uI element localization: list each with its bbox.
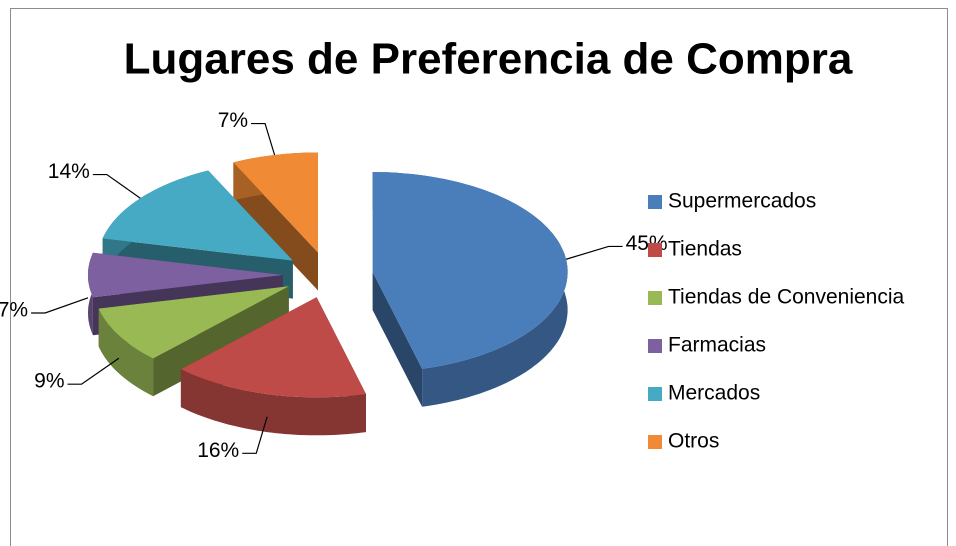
slice-wall (180, 369, 366, 436)
slice-top (180, 297, 366, 398)
legend-label: Farmacias (668, 334, 766, 357)
legend-swatch (648, 195, 662, 209)
leader-line (251, 122, 276, 156)
slice-top (233, 152, 318, 253)
legend-label: Tiendas de Conveniencia (668, 286, 905, 309)
leader-line (565, 245, 623, 260)
data-label: 7% (0, 299, 28, 322)
slice-top (98, 286, 289, 359)
leader-line (242, 416, 268, 454)
leader-line (67, 357, 120, 385)
legend-swatch (648, 339, 662, 353)
leader-line (92, 173, 141, 199)
legend-label: Mercados (668, 382, 760, 405)
slice-top (102, 170, 293, 261)
data-label: 16% (197, 439, 239, 462)
legend-swatch (648, 291, 662, 305)
slice-side (372, 272, 423, 407)
data-label: 9% (34, 370, 64, 393)
legend-label: Otros (668, 430, 719, 453)
data-label: 7% (218, 109, 248, 132)
legend-swatch (648, 435, 662, 449)
slice-wall (98, 308, 154, 397)
legend-swatch (648, 243, 662, 257)
legend-label: Tiendas (668, 238, 742, 261)
pie-slice (180, 297, 366, 436)
legend-label: Supermercados (668, 190, 816, 213)
slice-top (372, 172, 568, 369)
slice-top (88, 252, 283, 298)
pie-slice (233, 152, 318, 291)
data-label: 14% (48, 160, 90, 183)
pie-slice (372, 172, 568, 407)
leader-line (31, 297, 89, 314)
legend-swatch (648, 387, 662, 401)
chart-title: Lugares de Preferencia de Compra (124, 35, 853, 84)
